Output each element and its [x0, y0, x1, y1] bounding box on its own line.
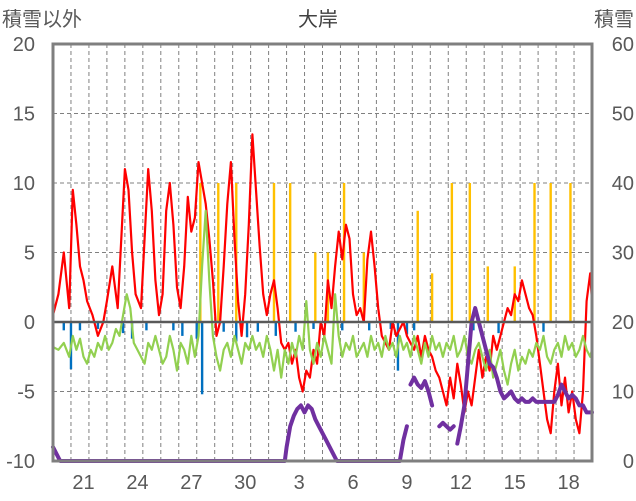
bar-blue [195, 322, 198, 339]
bar-blue [274, 322, 277, 336]
bar-blue [412, 322, 416, 331]
bar-orange [416, 210, 419, 322]
y-left-tick-label: -5 [17, 382, 35, 404]
y-right-tick-label: 40 [612, 173, 634, 195]
line-series-purple [51, 403, 409, 463]
x-tick-label: 30 [234, 472, 256, 494]
bar-blue [294, 322, 297, 332]
bar-blue [341, 322, 344, 331]
bar-blue [181, 322, 184, 336]
x-tick-label: 18 [558, 472, 580, 494]
bar-orange [362, 252, 366, 322]
y-right-tick-label: 20 [612, 312, 634, 334]
bar-orange [468, 183, 472, 322]
line-series-red [51, 133, 594, 435]
y-left-tick-label: -10 [6, 451, 35, 473]
bar-blue [312, 322, 315, 329]
y-left-tick-label: 10 [13, 173, 35, 195]
bar-orange [450, 183, 454, 322]
bar-blue [389, 322, 392, 329]
bar-blue [145, 322, 148, 331]
bar-blue [62, 322, 65, 331]
bar-orange [199, 183, 202, 322]
bar-blue [542, 322, 545, 332]
left-axis-label: 積雪以外 [2, 8, 82, 31]
line-series-purple [408, 375, 435, 408]
bar-blue [497, 322, 500, 334]
bar-blue [472, 322, 475, 331]
bar-orange [569, 183, 572, 322]
y-right-tick-label: 30 [612, 243, 634, 265]
plot-frame [51, 42, 594, 463]
bar-blue [256, 322, 260, 332]
line-layer [51, 133, 594, 463]
bar-blue [121, 322, 125, 334]
bar-orange [288, 183, 292, 322]
bar-blue [200, 322, 204, 395]
bar-orange [217, 183, 220, 322]
bar-orange [486, 266, 489, 322]
bar-orange [549, 183, 552, 322]
y-left-tick-label: 20 [13, 34, 35, 56]
x-tick-label: 21 [72, 472, 94, 494]
x-tick-label: 3 [294, 472, 305, 494]
y-left-tick-label: 15 [13, 104, 35, 126]
y-right-tick-label: 50 [612, 104, 634, 126]
x-tick-label: 9 [401, 472, 412, 494]
bar-orange [272, 183, 276, 322]
line-series-purple [437, 420, 456, 432]
y-left-tick-label: 5 [24, 243, 35, 265]
bar-blue [235, 322, 238, 342]
x-tick-label: 15 [504, 472, 526, 494]
bar-blue [368, 322, 371, 331]
bar-blue [222, 322, 225, 332]
y-right-tick-label: 60 [612, 34, 634, 56]
line-series-purple [455, 306, 594, 446]
bar-blue [78, 322, 82, 331]
x-tick-label: 27 [180, 472, 202, 494]
y-left-tick-label: 0 [24, 312, 35, 334]
bar-orange [314, 252, 317, 322]
bar-blue [245, 322, 249, 338]
bar-blue [96, 322, 100, 329]
chart-title: 大岸 [298, 8, 338, 31]
x-tick-label: 6 [347, 472, 358, 494]
right-axis-label: 積雪 [594, 8, 634, 31]
line-series-green [51, 209, 594, 386]
y-right-tick-label: 0 [623, 451, 634, 473]
bar-orange [533, 183, 536, 322]
bar-orange [430, 273, 434, 322]
grid-layer [53, 44, 592, 461]
y-right-tick-label: 10 [612, 382, 634, 404]
bar-blue [405, 322, 409, 335]
bar-blue [172, 322, 175, 331]
x-tick-label: 24 [126, 472, 148, 494]
x-tick-label: 12 [450, 472, 472, 494]
